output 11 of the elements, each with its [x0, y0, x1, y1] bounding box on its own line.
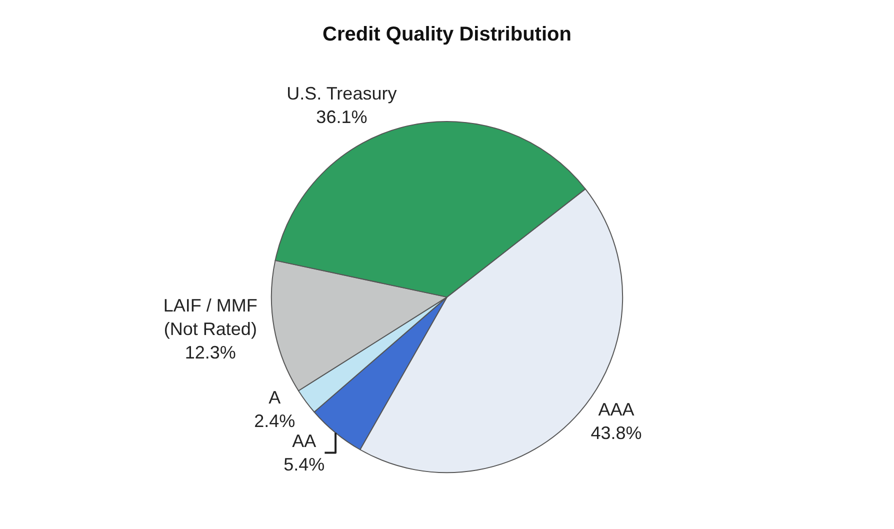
- data-label: 36.1%: [316, 107, 368, 128]
- slice-label: AAA: [598, 399, 634, 420]
- data-label: 5.4%: [284, 454, 325, 474]
- slice-label: U.S. Treasury: [286, 84, 397, 104]
- slice-label: A: [268, 388, 281, 408]
- data-label: 12.3%: [184, 342, 236, 362]
- slice-label: LAIF / MMF (Not Rated): [163, 295, 258, 339]
- slice-label: AA: [292, 431, 316, 452]
- data-label: 43.8%: [590, 422, 642, 443]
- chart-title: Credit Quality Distribution: [322, 23, 572, 46]
- data-label: 2.4%: [254, 411, 296, 432]
